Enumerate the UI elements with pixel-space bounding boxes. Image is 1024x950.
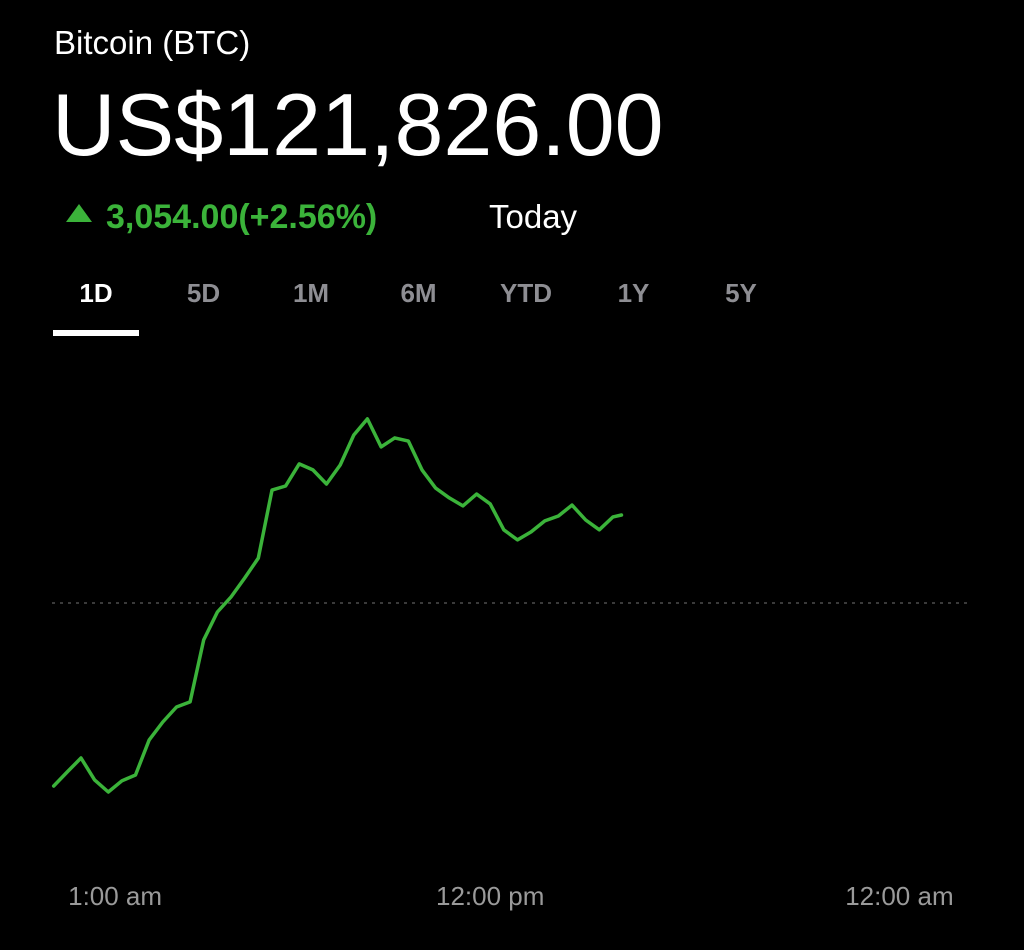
range-tab[interactable]: 1M — [293, 278, 329, 308]
range-tab[interactable]: 6M — [400, 278, 436, 308]
range-tab[interactable]: 5Y — [725, 278, 757, 308]
price: US$121,826.00 — [52, 75, 664, 174]
range-tab[interactable]: YTD — [500, 278, 552, 308]
x-tick-label: 1:00 am — [68, 881, 162, 911]
period-label: Today — [489, 198, 578, 235]
up-arrow — [66, 204, 92, 222]
x-tick-label: 12:00 pm — [436, 881, 544, 911]
range-tab[interactable]: 1Y — [618, 278, 650, 308]
asset-title: Bitcoin (BTC) — [54, 24, 250, 61]
range-tab[interactable]: 1D — [79, 278, 112, 308]
chart: 1:00 am 12:00 pm 12:00 am — [51, 417, 970, 911]
tab-underline — [53, 330, 139, 336]
price-line — [51, 417, 624, 794]
x-tick-label: 12:00 am — [845, 881, 953, 911]
range-tabs: 1D 5D 1M 6M YTD 1Y 5Y — [53, 278, 757, 336]
range-tab[interactable]: 5D — [187, 278, 220, 308]
price-change: 3,054.00(+2.56%) — [106, 198, 377, 236]
